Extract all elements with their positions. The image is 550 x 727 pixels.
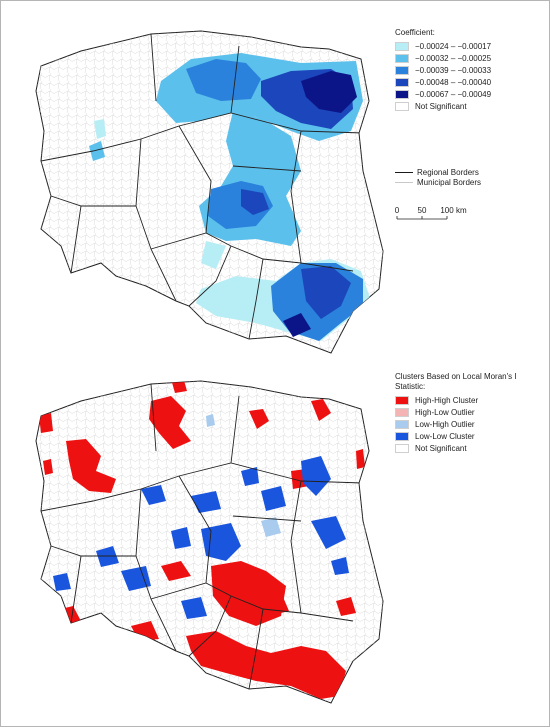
scale-tick-100: 100 <box>440 206 454 215</box>
legend-swatch <box>395 432 409 441</box>
coefficient-legend-item: −0.00039 – −0.00033 <box>395 65 491 76</box>
coefficient-zones <box>89 53 371 341</box>
legend-label: Not Significant <box>415 444 467 453</box>
cluster-legend-title: Clusters Based on Local Moran's I Statis… <box>395 372 517 391</box>
legend-swatch <box>395 66 409 75</box>
cluster-legend-item: Low-High Outlier <box>395 419 525 430</box>
coefficient-legend-item: −0.00067 – −0.00049 <box>395 89 491 100</box>
legend-label: High-High Cluster <box>415 396 479 405</box>
legend-label: High-Low Outlier <box>415 408 475 417</box>
legend-swatch <box>395 420 409 429</box>
cluster-legend-item: Not Significant <box>395 443 525 454</box>
municipal-borders-label: Municipal Borders <box>417 177 482 187</box>
coefficient-legend-item: −0.00048 – −0.00040 <box>395 77 491 88</box>
regional-border-line <box>395 171 413 173</box>
cluster-zones <box>39 381 365 699</box>
legend-label: −0.00024 – −0.00017 <box>415 42 492 51</box>
scale-unit: km <box>456 206 467 215</box>
legend-label: Low-High Outlier <box>415 420 475 429</box>
legend-swatch <box>395 408 409 417</box>
legend-swatch <box>395 90 409 99</box>
coefficient-legend-item: −0.00032 – −0.00025 <box>395 53 491 64</box>
legend-swatch <box>395 42 409 51</box>
coefficient-legend-title: Coefficient: <box>395 28 435 37</box>
scale-tick-50: 50 <box>418 206 427 215</box>
scale-line <box>396 216 448 220</box>
cluster-legend-item: High-High Cluster <box>395 395 525 406</box>
coefficient-map <box>35 30 384 354</box>
legend-label: Low-Low Cluster <box>415 432 475 441</box>
legend-label: Not Significant <box>415 102 467 111</box>
municipal-borders-item: Municipal Borders <box>395 177 481 187</box>
legend-label: −0.00067 – −0.00049 <box>415 90 492 99</box>
clusters-map <box>35 380 384 704</box>
municipal-border-line <box>395 181 413 183</box>
legend-swatch <box>395 54 409 63</box>
borders-legend: Regional Borders Municipal Borders <box>395 167 481 187</box>
regional-borders-item: Regional Borders <box>395 167 481 177</box>
coefficient-legend-item: −0.00024 – −0.00017 <box>395 41 491 52</box>
legend-label: −0.00039 – −0.00033 <box>415 66 492 75</box>
coefficient-legend-item: Not Significant <box>395 101 491 112</box>
legend-swatch <box>395 102 409 111</box>
cluster-legend: Clusters Based on Local Moran's I Statis… <box>395 372 525 455</box>
cluster-legend-item: High-Low Outlier <box>395 407 525 418</box>
legend-label: −0.00032 – −0.00025 <box>415 54 492 63</box>
legend-swatch <box>395 396 409 405</box>
regional-borders-label: Regional Borders <box>417 167 479 177</box>
legend-label: −0.00048 – −0.00040 <box>415 78 492 87</box>
scale-bar: 0 50 100 km <box>395 206 467 220</box>
cluster-legend-item: Low-Low Cluster <box>395 431 525 442</box>
scale-tick-0: 0 <box>395 206 400 215</box>
legend-swatch <box>395 78 409 87</box>
coefficient-legend: Coefficient: −0.00024 – −0.00017 −0.0003… <box>395 28 491 113</box>
legend-swatch <box>395 444 409 453</box>
